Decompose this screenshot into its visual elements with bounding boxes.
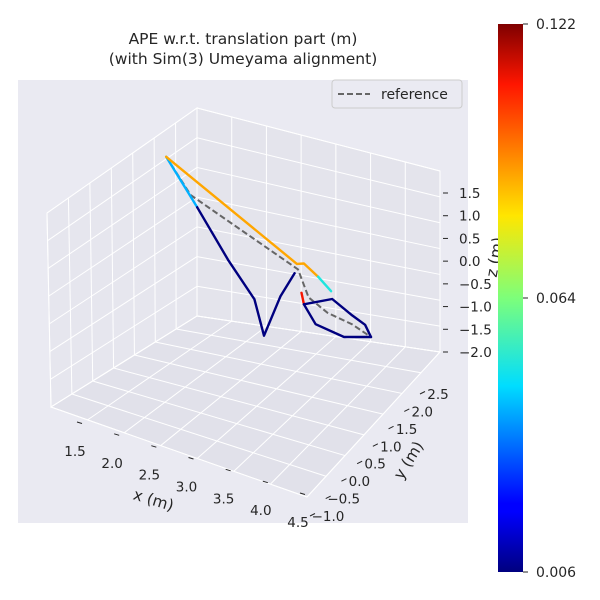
y-tick-label: 1.5	[396, 422, 417, 438]
y-tick-label: 0.5	[364, 457, 385, 473]
gridline-z-back	[196, 226, 441, 275]
colorbar: 0.122 0.064 0.006	[498, 17, 576, 581]
x-tick-label: 4.0	[250, 503, 271, 519]
gridline-z-left	[50, 285, 198, 380]
gridline-y-floor	[134, 354, 384, 415]
z-tick-label: 0.0	[459, 254, 480, 270]
gridline-x-floor	[196, 336, 337, 459]
gridline-z-back	[196, 137, 441, 198]
y-tick-mark	[404, 408, 410, 412]
x-tick-label: 3.5	[213, 491, 234, 507]
estimate-segment	[302, 303, 373, 339]
gridline-z-left	[47, 167, 198, 269]
gridline-z-left	[48, 196, 198, 297]
gridline-y-floor	[196, 315, 441, 353]
gridline-z-left	[46, 107, 198, 214]
z-tick-label: 1.5	[459, 186, 480, 202]
gridline-y-floor	[113, 367, 365, 436]
gridline-x-floor	[270, 346, 406, 485]
z-tick-label: −2.0	[459, 345, 492, 361]
x-tick-mark	[114, 433, 120, 436]
gridline-y-left	[89, 182, 94, 382]
colorbar-label-min: 0.006	[536, 565, 576, 581]
x-tick-mark	[188, 457, 194, 460]
estimate-trajectory	[164, 155, 373, 339]
x-tick-label: 4.5	[287, 515, 308, 531]
y-tick-label: 1.0	[380, 439, 401, 455]
y-tick-label: 2.5	[427, 387, 448, 403]
y-tick-mark	[309, 513, 316, 517]
gridline-x-floor	[123, 325, 267, 434]
gridline-x-floor	[87, 320, 232, 421]
estimate-segment	[164, 155, 199, 209]
gridline-z-back	[196, 107, 441, 172]
z-tick-label: −1.0	[459, 300, 492, 316]
z-tick-label: −1.5	[459, 322, 492, 338]
y-tick-label: −0.5	[327, 492, 360, 508]
gridline-y-floor	[92, 380, 346, 457]
gridline-z-left	[47, 137, 198, 242]
x-tick-label: 3.0	[176, 480, 197, 496]
y-tick-mark	[356, 460, 363, 465]
y-tick-label: −1.0	[312, 509, 345, 525]
gridline-z-left	[49, 226, 198, 325]
gridline-x-floor	[50, 315, 198, 408]
z-tick-label: 0.5	[459, 231, 480, 247]
gridline-y-left	[46, 212, 52, 408]
gridline-x-floor	[306, 351, 441, 498]
y-tick-mark	[388, 425, 394, 430]
legend-box	[331, 79, 463, 109]
colorbar-label-max: 0.122	[536, 17, 576, 33]
y-tick-mark	[325, 495, 331, 500]
tick-labels: 1.52.02.53.03.54.04.5 −1.0−0.50.00.51.01.…	[64, 186, 492, 531]
x-tick-mark	[299, 492, 306, 495]
gridline-z-back	[196, 196, 441, 250]
gridline-z-back	[196, 166, 441, 224]
legend-reference-label: reference	[381, 87, 448, 103]
gridline-y-floor	[155, 341, 403, 394]
x-tick-mark	[262, 480, 268, 484]
estimate-segment	[164, 155, 320, 278]
y-tick-mark	[372, 443, 379, 447]
colorbar-gradient	[498, 24, 523, 572]
legend: reference	[331, 79, 463, 109]
x-tick-mark	[225, 468, 231, 472]
y-tick-mark	[419, 391, 426, 395]
chart-title-line-2: (with Sim(3) Umeyama alignment)	[109, 50, 378, 68]
gridline-y-left	[110, 167, 115, 369]
gridline-y-floor	[176, 328, 422, 374]
gridline-x-floor	[233, 341, 371, 472]
estimate-segment	[300, 291, 306, 306]
gridline-y-left	[67, 197, 73, 395]
gridline-y-left	[153, 137, 156, 343]
x-tick-mark	[76, 421, 83, 424]
colorbar-label-mid: 0.064	[536, 291, 576, 307]
x-tick-label: 2.0	[101, 456, 122, 472]
x-tick-label: 2.5	[139, 468, 160, 484]
estimate-segment	[316, 275, 333, 293]
z-tick-label: −0.5	[459, 277, 492, 293]
estimate-segment	[195, 206, 296, 337]
axes-panes	[46, 107, 442, 498]
gridline-y-left	[175, 122, 177, 330]
gridline-z-left	[49, 256, 198, 352]
gridline-y-floor	[71, 393, 327, 477]
y-tick-label: 2.0	[412, 404, 433, 420]
chart-title-line-1: APE w.r.t. translation part (m)	[129, 30, 358, 48]
gridline-x-floor	[160, 331, 302, 446]
x-tick-label: 1.5	[64, 444, 85, 460]
y-tick-mark	[341, 478, 347, 482]
x-tick-mark	[151, 445, 157, 448]
gridline-y-left	[132, 152, 135, 356]
y-tick-label: 0.0	[349, 474, 370, 490]
estimate-segment	[302, 297, 373, 339]
z-tick-label: 1.0	[459, 209, 480, 225]
